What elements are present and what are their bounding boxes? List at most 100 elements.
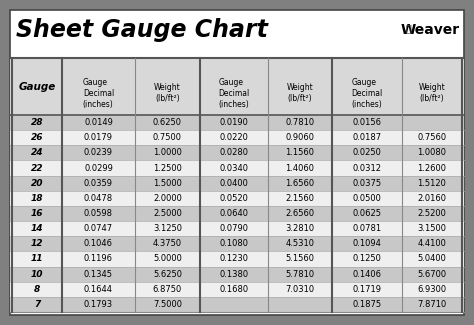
Text: 0.1094: 0.1094 [353, 239, 382, 248]
Text: 0.0156: 0.0156 [353, 118, 382, 127]
Text: 0.0359: 0.0359 [84, 179, 113, 188]
Text: 1.6560: 1.6560 [285, 179, 315, 188]
Text: 2.5200: 2.5200 [418, 209, 447, 218]
Text: 2.0160: 2.0160 [418, 194, 447, 203]
Text: 7.0310: 7.0310 [285, 285, 315, 294]
FancyBboxPatch shape [10, 176, 464, 191]
Text: 0.0190: 0.0190 [219, 118, 248, 127]
Text: 0.0220: 0.0220 [219, 133, 248, 142]
Text: 7.8710: 7.8710 [418, 300, 447, 309]
Text: 0.7560: 0.7560 [418, 133, 447, 142]
Text: 22: 22 [31, 163, 43, 173]
Text: Gauge
Decimal
(inches): Gauge Decimal (inches) [351, 78, 383, 109]
Text: 2.0000: 2.0000 [153, 194, 182, 203]
Text: 12: 12 [31, 239, 43, 248]
Text: 5.6250: 5.6250 [153, 270, 182, 279]
Text: 0.1080: 0.1080 [219, 239, 248, 248]
Text: 0.0179: 0.0179 [84, 133, 113, 142]
Text: 7.5000: 7.5000 [153, 300, 182, 309]
Text: 5.6700: 5.6700 [418, 270, 447, 279]
Text: 2.6560: 2.6560 [285, 209, 315, 218]
FancyBboxPatch shape [10, 282, 464, 297]
Text: 5.0000: 5.0000 [153, 254, 182, 264]
Text: 0.1875: 0.1875 [353, 300, 382, 309]
Text: 24: 24 [31, 149, 43, 157]
Text: Gauge
Decimal
(inches): Gauge Decimal (inches) [219, 78, 250, 109]
Text: 0.7810: 0.7810 [285, 118, 315, 127]
Text: 14: 14 [31, 224, 43, 233]
Text: 1.2600: 1.2600 [418, 163, 447, 173]
Text: 1.5000: 1.5000 [153, 179, 182, 188]
Text: Weight
(lb/ft²): Weight (lb/ft²) [419, 84, 446, 103]
Text: 0.0340: 0.0340 [219, 163, 248, 173]
Text: 5.7810: 5.7810 [285, 270, 315, 279]
Text: 0.0280: 0.0280 [219, 149, 248, 157]
Text: 0.1793: 0.1793 [84, 300, 113, 309]
Text: 20: 20 [31, 179, 43, 188]
Text: 0.1680: 0.1680 [219, 285, 248, 294]
Text: Gauge
Decimal
(inches): Gauge Decimal (inches) [83, 78, 114, 109]
Text: Weight
(lb/ft²): Weight (lb/ft²) [154, 84, 181, 103]
Text: 0.0625: 0.0625 [353, 209, 382, 218]
Text: 3.1500: 3.1500 [418, 224, 447, 233]
Text: 1.4060: 1.4060 [285, 163, 315, 173]
Text: 0.1196: 0.1196 [84, 254, 113, 264]
Text: 0.0478: 0.0478 [84, 194, 113, 203]
Text: 11: 11 [31, 254, 43, 264]
Text: 18: 18 [31, 194, 43, 203]
Text: 0.1380: 0.1380 [219, 270, 248, 279]
FancyBboxPatch shape [10, 161, 464, 176]
Text: 0.1719: 0.1719 [353, 285, 382, 294]
Text: 0.6250: 0.6250 [153, 118, 182, 127]
Text: 0.0400: 0.0400 [219, 179, 248, 188]
Text: 6.9300: 6.9300 [418, 285, 447, 294]
Text: 1.5120: 1.5120 [418, 179, 447, 188]
Text: 0.0149: 0.0149 [84, 118, 113, 127]
Text: 🚛: 🚛 [405, 23, 411, 33]
Text: 2.5000: 2.5000 [153, 209, 182, 218]
Text: 16: 16 [31, 209, 43, 218]
Text: 0.0781: 0.0781 [353, 224, 382, 233]
Text: 2.1560: 2.1560 [285, 194, 315, 203]
Text: 1.1560: 1.1560 [285, 149, 315, 157]
Text: 0.0250: 0.0250 [353, 149, 382, 157]
Text: 26: 26 [31, 133, 43, 142]
Text: 10: 10 [31, 270, 43, 279]
Text: 0.1406: 0.1406 [353, 270, 382, 279]
Text: Weaver: Weaver [401, 23, 460, 37]
FancyBboxPatch shape [10, 191, 464, 206]
Text: 0.0187: 0.0187 [353, 133, 382, 142]
FancyBboxPatch shape [10, 115, 464, 130]
Text: 0.0299: 0.0299 [84, 163, 113, 173]
Text: Sheet Gauge Chart: Sheet Gauge Chart [16, 18, 268, 42]
Text: 0.0520: 0.0520 [219, 194, 248, 203]
Text: 0.1046: 0.1046 [84, 239, 113, 248]
FancyBboxPatch shape [10, 58, 464, 115]
Text: 0.0747: 0.0747 [84, 224, 113, 233]
Text: 4.4100: 4.4100 [418, 239, 447, 248]
FancyBboxPatch shape [10, 206, 464, 221]
Text: 6.8750: 6.8750 [153, 285, 182, 294]
Text: 0.0640: 0.0640 [219, 209, 248, 218]
FancyBboxPatch shape [10, 266, 464, 282]
FancyBboxPatch shape [10, 251, 464, 266]
Text: 7: 7 [34, 300, 40, 309]
Text: Weight
(lb/ft²): Weight (lb/ft²) [287, 84, 313, 103]
Text: 0.0598: 0.0598 [84, 209, 113, 218]
FancyBboxPatch shape [10, 297, 464, 312]
Text: 28: 28 [31, 118, 43, 127]
FancyBboxPatch shape [10, 145, 464, 161]
Text: 3.2810: 3.2810 [285, 224, 315, 233]
Text: 0.7500: 0.7500 [153, 133, 182, 142]
Text: 0.1230: 0.1230 [219, 254, 248, 264]
FancyBboxPatch shape [10, 236, 464, 251]
Text: 0.1644: 0.1644 [84, 285, 113, 294]
Text: 0.0239: 0.0239 [84, 149, 113, 157]
Text: 0.1250: 0.1250 [353, 254, 382, 264]
Text: 5.0400: 5.0400 [418, 254, 447, 264]
Text: 1.0000: 1.0000 [153, 149, 182, 157]
FancyBboxPatch shape [10, 221, 464, 236]
Text: 0.1345: 0.1345 [84, 270, 113, 279]
Text: 0.0375: 0.0375 [353, 179, 382, 188]
Text: 5.1560: 5.1560 [285, 254, 315, 264]
